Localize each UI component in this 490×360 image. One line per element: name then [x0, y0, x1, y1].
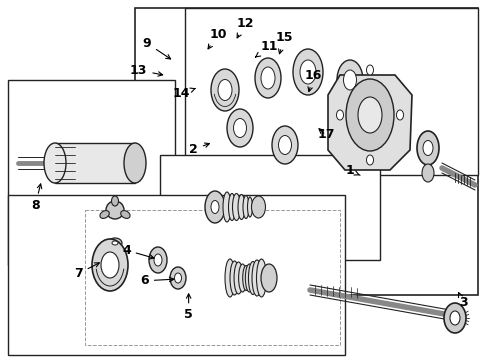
Ellipse shape [422, 164, 434, 182]
Ellipse shape [272, 126, 298, 164]
Ellipse shape [278, 135, 292, 154]
Ellipse shape [170, 267, 186, 289]
Ellipse shape [423, 140, 433, 156]
Text: 17: 17 [317, 129, 335, 141]
Ellipse shape [337, 60, 363, 100]
Ellipse shape [247, 197, 252, 217]
Text: 14: 14 [172, 87, 196, 100]
Ellipse shape [256, 259, 267, 297]
Text: 9: 9 [143, 37, 171, 59]
Ellipse shape [154, 254, 162, 266]
Ellipse shape [243, 266, 250, 291]
Bar [55, 143, 135, 183]
Polygon shape [135, 8, 478, 295]
Text: 1: 1 [346, 165, 360, 177]
Ellipse shape [228, 194, 236, 220]
Ellipse shape [261, 264, 277, 292]
Ellipse shape [227, 109, 253, 147]
Text: 7: 7 [74, 263, 99, 280]
Ellipse shape [223, 192, 231, 222]
Text: 4: 4 [122, 244, 154, 259]
Ellipse shape [239, 264, 246, 292]
Ellipse shape [337, 110, 343, 120]
Text: 8: 8 [31, 184, 42, 212]
Ellipse shape [450, 311, 460, 325]
Text: 15: 15 [275, 31, 293, 54]
Text: 6: 6 [140, 274, 174, 287]
Ellipse shape [112, 196, 119, 206]
Ellipse shape [112, 241, 118, 245]
Ellipse shape [358, 97, 382, 133]
Ellipse shape [444, 303, 466, 333]
Ellipse shape [252, 260, 262, 296]
Text: 2: 2 [189, 143, 209, 156]
Polygon shape [85, 210, 340, 345]
Ellipse shape [261, 67, 275, 89]
Ellipse shape [106, 201, 124, 219]
Text: 11: 11 [255, 40, 278, 57]
Ellipse shape [243, 195, 249, 219]
Text: 13: 13 [130, 64, 163, 77]
Ellipse shape [293, 49, 323, 95]
Polygon shape [328, 75, 412, 170]
Ellipse shape [238, 194, 245, 220]
Ellipse shape [232, 194, 241, 220]
Ellipse shape [417, 131, 439, 165]
Ellipse shape [218, 80, 232, 100]
Text: 12: 12 [236, 17, 254, 38]
Text: 5: 5 [184, 294, 193, 321]
Ellipse shape [396, 110, 403, 120]
Ellipse shape [367, 65, 373, 75]
Polygon shape [185, 8, 478, 175]
Ellipse shape [234, 118, 246, 138]
Polygon shape [160, 155, 380, 260]
Ellipse shape [346, 79, 394, 151]
Ellipse shape [101, 252, 119, 278]
Ellipse shape [255, 58, 281, 98]
Text: 3: 3 [459, 293, 467, 309]
Polygon shape [8, 80, 175, 265]
Ellipse shape [44, 143, 66, 183]
Ellipse shape [121, 211, 130, 219]
Text: 16: 16 [305, 69, 322, 91]
Ellipse shape [248, 261, 257, 294]
Ellipse shape [225, 259, 235, 297]
Text: 10: 10 [208, 28, 227, 49]
Ellipse shape [149, 247, 167, 273]
Ellipse shape [92, 239, 128, 291]
Ellipse shape [211, 69, 239, 111]
Ellipse shape [230, 261, 239, 295]
Ellipse shape [211, 201, 219, 213]
Polygon shape [8, 195, 345, 355]
Ellipse shape [234, 262, 243, 294]
Ellipse shape [343, 70, 357, 90]
Ellipse shape [205, 191, 225, 223]
Ellipse shape [174, 273, 181, 283]
Ellipse shape [124, 143, 146, 183]
Ellipse shape [367, 155, 373, 165]
Ellipse shape [108, 238, 122, 248]
Ellipse shape [100, 211, 109, 219]
Ellipse shape [245, 264, 253, 292]
Ellipse shape [300, 60, 316, 84]
Ellipse shape [251, 196, 266, 218]
